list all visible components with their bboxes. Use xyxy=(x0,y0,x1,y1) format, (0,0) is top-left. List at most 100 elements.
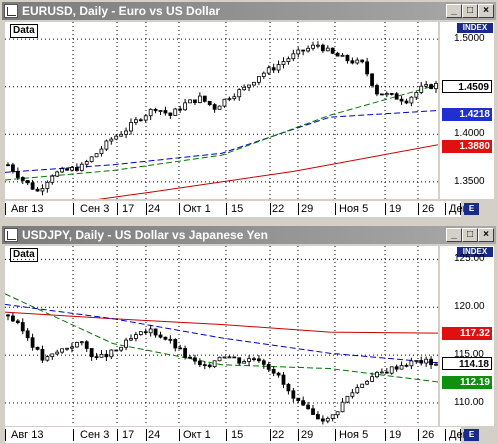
candle-body xyxy=(384,371,389,374)
candle-body xyxy=(434,83,438,90)
moving-average-line xyxy=(5,303,438,364)
time-separator xyxy=(179,203,180,215)
eurusd-chart-window[interactable]: EURUSD, Daily - Euro vs US Dollar _ □ × … xyxy=(0,0,498,220)
candle-body xyxy=(404,100,409,104)
candle-body xyxy=(153,328,158,336)
time-separator xyxy=(298,429,299,441)
candle-body xyxy=(35,346,40,350)
minimize-button[interactable]: _ xyxy=(446,4,462,18)
candle-body xyxy=(266,67,271,74)
candle-body xyxy=(424,358,429,364)
candle-body xyxy=(320,44,325,52)
candle-body xyxy=(276,64,281,71)
index-button[interactable]: INDEX xyxy=(457,23,493,33)
candle-body xyxy=(138,331,143,336)
candle-body xyxy=(271,67,276,71)
minimize-button[interactable]: _ xyxy=(446,228,462,242)
candle-body xyxy=(345,54,350,62)
time-tick-label: Окт 1 xyxy=(183,203,211,215)
moving-average-line xyxy=(5,311,438,334)
candle-body xyxy=(370,73,374,86)
candle-body xyxy=(11,315,15,322)
candle-body xyxy=(183,348,188,358)
candle-body xyxy=(94,356,99,359)
candle-body xyxy=(124,339,128,348)
candle-body xyxy=(65,347,69,350)
candle-body xyxy=(104,140,109,150)
candle-body xyxy=(365,61,370,75)
candle-body xyxy=(330,47,335,54)
candle-body xyxy=(325,47,330,52)
candle-body xyxy=(252,358,256,361)
candle-body xyxy=(434,363,438,366)
candle-body xyxy=(316,44,320,47)
time-separator xyxy=(445,429,446,441)
candle-body xyxy=(379,371,384,374)
candle-body xyxy=(202,95,207,102)
candle-body xyxy=(399,98,404,102)
price-axis: INDEX 125.00 120.00 115.00 110.00 117.32 114.… xyxy=(440,246,494,426)
time-tick-label: 22 xyxy=(272,429,285,441)
candle-body xyxy=(134,334,138,339)
candle-body xyxy=(173,338,178,349)
candle-body xyxy=(6,164,10,167)
time-tick-label: Сен 3 xyxy=(80,203,110,215)
candle-body xyxy=(222,98,227,107)
candle-body xyxy=(320,418,325,422)
moving-average-line xyxy=(5,293,438,383)
candle-body xyxy=(252,81,256,86)
price-plot-area[interactable]: Data xyxy=(5,22,438,199)
candle-body xyxy=(178,347,183,350)
time-tick-label: 22 xyxy=(272,203,285,215)
candle-body xyxy=(414,360,419,362)
data-panel-tag: Data xyxy=(10,24,38,38)
price-plot-area[interactable]: Data xyxy=(5,246,438,426)
time-tick-label: 29 xyxy=(301,203,314,215)
candle-body xyxy=(414,92,419,98)
price-marker-box: 1.3880 xyxy=(442,139,492,153)
price-marker-box: 1.4218 xyxy=(442,107,492,121)
price-marker-box: 114.18 xyxy=(442,357,492,370)
candle-body xyxy=(355,387,360,394)
candle-body xyxy=(256,358,261,362)
candle-body xyxy=(301,400,306,406)
maximize-button[interactable]: □ xyxy=(462,228,478,242)
time-tick-label: 24 xyxy=(148,429,161,441)
candle-body xyxy=(306,47,310,52)
candle-body xyxy=(89,156,94,162)
candlestick-chart xyxy=(5,246,438,426)
candle-body xyxy=(306,404,310,410)
window-titlebar[interactable]: EURUSD, Daily - Euro vs US Dollar _ □ × xyxy=(2,2,496,20)
candle-body xyxy=(394,93,399,100)
close-button[interactable]: × xyxy=(478,228,494,242)
chart-shift-button[interactable]: E xyxy=(464,203,479,215)
price-tick-label: 1.4000 xyxy=(454,128,485,140)
window-titlebar[interactable]: USDJPY, Daily - US Dollar vs Japanese Ye… xyxy=(2,226,496,244)
candle-body xyxy=(20,177,25,181)
candle-body xyxy=(281,61,286,65)
candle-body xyxy=(311,44,315,49)
candle-body xyxy=(375,371,379,378)
price-tick-label: 1.5000 xyxy=(454,33,485,45)
candle-body xyxy=(183,102,188,111)
candle-body xyxy=(15,171,20,178)
candle-body xyxy=(158,334,163,338)
candle-body xyxy=(202,364,207,367)
index-button[interactable]: INDEX xyxy=(457,247,493,257)
candle-body xyxy=(168,338,173,341)
candle-body xyxy=(94,153,99,158)
candle-body xyxy=(212,104,217,110)
candle-body xyxy=(222,356,227,359)
close-button[interactable]: × xyxy=(478,4,494,18)
time-tick-label: Сен 3 xyxy=(80,429,110,441)
maximize-button[interactable]: □ xyxy=(462,4,478,18)
usdjpy-chart-window[interactable]: USDJPY, Daily - US Dollar vs Japanese Ye… xyxy=(0,224,498,444)
candle-body xyxy=(124,130,128,135)
moving-average-line xyxy=(5,110,438,173)
candle-body xyxy=(99,353,104,358)
candle-body xyxy=(237,89,242,98)
time-tick-label: Ноя 5 xyxy=(339,429,369,441)
chart-shift-button[interactable]: E xyxy=(464,429,479,441)
time-separator xyxy=(73,203,74,215)
price-tick-label: 125.00 xyxy=(454,253,485,265)
